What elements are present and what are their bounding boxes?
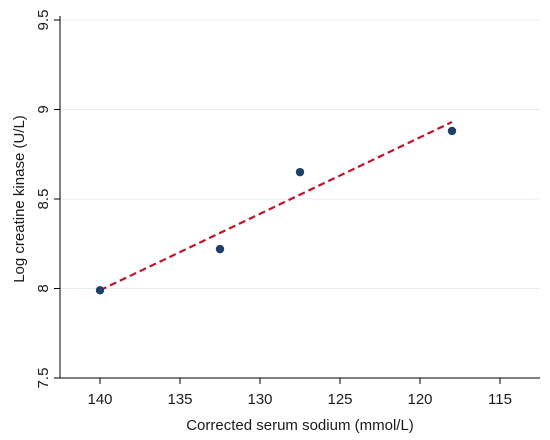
y-tick-label-4: 9.5	[35, 10, 52, 31]
x-tick-label-0: 140	[87, 391, 112, 408]
x-tick-label-5: 115	[488, 391, 512, 408]
data-points	[95, 126, 457, 295]
axes	[54, 16, 540, 384]
data-point-2	[295, 167, 305, 177]
grid-lines	[60, 19, 540, 379]
data-point-0	[95, 286, 105, 295]
fit-line-layer	[99, 121, 453, 292]
x-tick-label-4: 120	[407, 391, 432, 408]
x-tick-label-1: 135	[167, 391, 192, 408]
x-axis-title: Corrected serum sodium (mmol/L)	[186, 417, 414, 434]
data-point-1	[215, 244, 225, 254]
data-point-3	[447, 126, 457, 136]
y-axis-title: Log creatine kinase (U/L)	[11, 115, 28, 283]
y-tick-label-3: 9	[35, 105, 52, 113]
x-tick-label-3: 125	[327, 391, 352, 408]
tick-labels: 7.5 8 8.5 9 9.5 140 135 130 125 120 115	[35, 10, 512, 408]
y-tick-label-0: 7.5	[35, 368, 52, 389]
y-tick-label-1: 8	[35, 284, 52, 292]
x-tick-label-2: 130	[247, 391, 272, 408]
y-tick-label-2: 8.5	[35, 189, 52, 210]
fit-line	[99, 121, 453, 292]
